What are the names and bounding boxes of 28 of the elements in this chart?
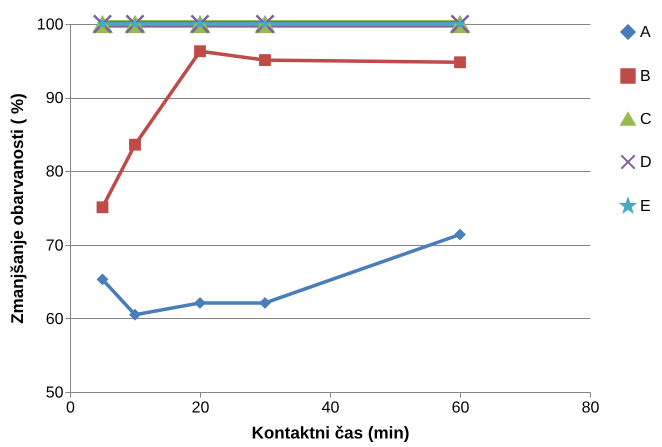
y-axis-title: Zmanjšanje obarvanosti ( %) [8,93,27,324]
legend-label: B [640,68,651,85]
legend-label: C [640,111,652,128]
x-tick-label: 80 [582,400,600,416]
y-tick-label: 100 [36,16,64,34]
point [454,56,466,68]
legend-label: E [640,198,651,215]
x-tick-label: 0 [66,400,76,416]
y-tick-label: 90 [46,90,64,108]
point [96,273,108,286]
point [129,308,141,321]
y-tick-label: 60 [46,310,64,328]
y-tick-label: 80 [46,164,64,181]
x-tick-label: 20 [192,400,210,416]
point [129,138,141,151]
point [194,45,206,58]
x-tick-label: 40 [322,400,340,416]
point [259,297,271,309]
y-tick-label: 50 [46,384,64,402]
legend-label: A [640,24,651,41]
x-axis-title: Kontaktni čas (min) [252,424,410,442]
point [259,54,271,66]
point [454,228,466,240]
y-tick-label: 70 [46,237,64,254]
x-tick-label: 60 [452,400,470,416]
point [194,297,206,309]
legend-label: D [640,154,652,171]
point [96,201,108,214]
